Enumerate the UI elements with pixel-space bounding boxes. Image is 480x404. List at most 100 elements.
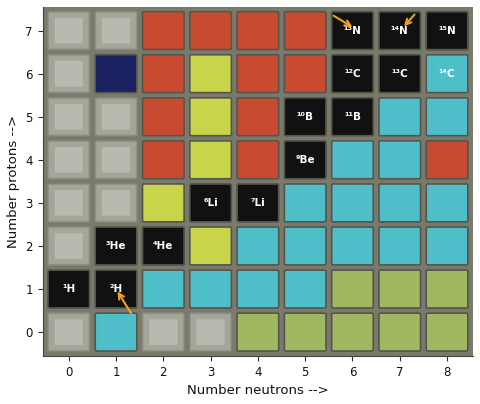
FancyBboxPatch shape (55, 233, 83, 259)
Text: ¹²C: ¹²C (344, 69, 361, 79)
FancyBboxPatch shape (149, 104, 178, 130)
FancyBboxPatch shape (190, 313, 231, 351)
FancyBboxPatch shape (426, 12, 468, 50)
FancyBboxPatch shape (332, 55, 373, 93)
Text: ¹n: ¹n (122, 324, 134, 334)
FancyBboxPatch shape (143, 227, 184, 265)
FancyBboxPatch shape (55, 104, 83, 130)
FancyBboxPatch shape (237, 12, 279, 50)
FancyBboxPatch shape (237, 184, 279, 222)
FancyBboxPatch shape (284, 12, 326, 50)
FancyBboxPatch shape (48, 141, 90, 179)
FancyBboxPatch shape (190, 270, 231, 308)
FancyBboxPatch shape (55, 18, 83, 44)
FancyBboxPatch shape (143, 98, 184, 136)
FancyBboxPatch shape (95, 98, 137, 136)
FancyBboxPatch shape (237, 55, 279, 93)
FancyBboxPatch shape (143, 313, 184, 351)
FancyBboxPatch shape (48, 313, 90, 351)
Text: ¹³C: ¹³C (391, 69, 408, 79)
FancyBboxPatch shape (332, 184, 373, 222)
FancyBboxPatch shape (284, 270, 326, 308)
FancyBboxPatch shape (143, 12, 184, 50)
FancyBboxPatch shape (102, 61, 130, 86)
FancyBboxPatch shape (48, 184, 90, 222)
FancyBboxPatch shape (190, 98, 231, 136)
FancyBboxPatch shape (190, 141, 231, 179)
FancyBboxPatch shape (143, 55, 184, 93)
Text: ¹H: ¹H (62, 284, 75, 294)
FancyBboxPatch shape (95, 12, 137, 50)
FancyBboxPatch shape (237, 141, 279, 179)
FancyBboxPatch shape (190, 184, 231, 222)
FancyBboxPatch shape (55, 190, 83, 216)
FancyBboxPatch shape (284, 141, 326, 179)
Text: ¹⁰B: ¹⁰B (297, 112, 313, 122)
Text: ²H: ²H (109, 284, 123, 294)
FancyBboxPatch shape (143, 12, 184, 50)
FancyBboxPatch shape (48, 55, 90, 93)
Text: ¹⁴N: ¹⁴N (391, 25, 408, 36)
FancyBboxPatch shape (143, 227, 184, 265)
FancyBboxPatch shape (190, 227, 231, 265)
FancyBboxPatch shape (433, 104, 461, 130)
FancyBboxPatch shape (149, 147, 178, 173)
FancyBboxPatch shape (379, 227, 420, 265)
FancyBboxPatch shape (48, 227, 90, 265)
FancyBboxPatch shape (284, 227, 326, 265)
FancyBboxPatch shape (284, 55, 326, 93)
FancyBboxPatch shape (95, 184, 137, 222)
FancyBboxPatch shape (190, 184, 231, 222)
FancyBboxPatch shape (196, 190, 225, 216)
Text: ⁷Li: ⁷Li (251, 198, 265, 208)
FancyBboxPatch shape (332, 313, 373, 351)
FancyBboxPatch shape (196, 18, 225, 44)
FancyBboxPatch shape (143, 141, 184, 179)
Text: ¹⁴C: ¹⁴C (439, 69, 456, 79)
FancyBboxPatch shape (284, 184, 326, 222)
FancyBboxPatch shape (426, 141, 468, 179)
FancyBboxPatch shape (237, 313, 279, 351)
FancyBboxPatch shape (426, 12, 468, 50)
FancyBboxPatch shape (95, 227, 137, 265)
FancyBboxPatch shape (55, 319, 83, 345)
FancyBboxPatch shape (95, 55, 137, 93)
FancyBboxPatch shape (196, 319, 225, 345)
FancyBboxPatch shape (379, 184, 420, 222)
FancyBboxPatch shape (332, 270, 373, 308)
FancyBboxPatch shape (284, 98, 326, 136)
FancyBboxPatch shape (48, 270, 90, 308)
Text: ³He: ³He (106, 241, 126, 251)
FancyBboxPatch shape (426, 313, 468, 351)
FancyBboxPatch shape (143, 141, 184, 179)
Y-axis label: Number protons -->: Number protons --> (7, 115, 20, 248)
FancyBboxPatch shape (95, 313, 137, 351)
FancyBboxPatch shape (379, 55, 420, 93)
Text: ¹⁵N: ¹⁵N (438, 25, 456, 36)
FancyBboxPatch shape (102, 18, 130, 44)
FancyBboxPatch shape (102, 190, 130, 216)
FancyBboxPatch shape (55, 276, 83, 302)
FancyBboxPatch shape (237, 98, 279, 136)
FancyBboxPatch shape (48, 270, 90, 308)
FancyBboxPatch shape (237, 227, 279, 265)
FancyBboxPatch shape (379, 98, 420, 136)
FancyBboxPatch shape (379, 270, 420, 308)
FancyBboxPatch shape (426, 55, 468, 93)
Text: ⁹Be: ⁹Be (295, 155, 315, 165)
FancyBboxPatch shape (332, 98, 373, 136)
FancyBboxPatch shape (143, 270, 184, 308)
FancyBboxPatch shape (190, 12, 231, 50)
FancyBboxPatch shape (95, 55, 137, 93)
Text: ¹¹B: ¹¹B (344, 112, 361, 122)
FancyBboxPatch shape (55, 147, 83, 173)
FancyBboxPatch shape (426, 98, 468, 136)
FancyBboxPatch shape (426, 55, 468, 93)
FancyBboxPatch shape (149, 18, 178, 44)
FancyBboxPatch shape (379, 313, 420, 351)
Text: ¹³N: ¹³N (344, 25, 361, 36)
FancyBboxPatch shape (95, 270, 137, 308)
FancyBboxPatch shape (332, 227, 373, 265)
FancyBboxPatch shape (426, 227, 468, 265)
FancyBboxPatch shape (284, 313, 326, 351)
